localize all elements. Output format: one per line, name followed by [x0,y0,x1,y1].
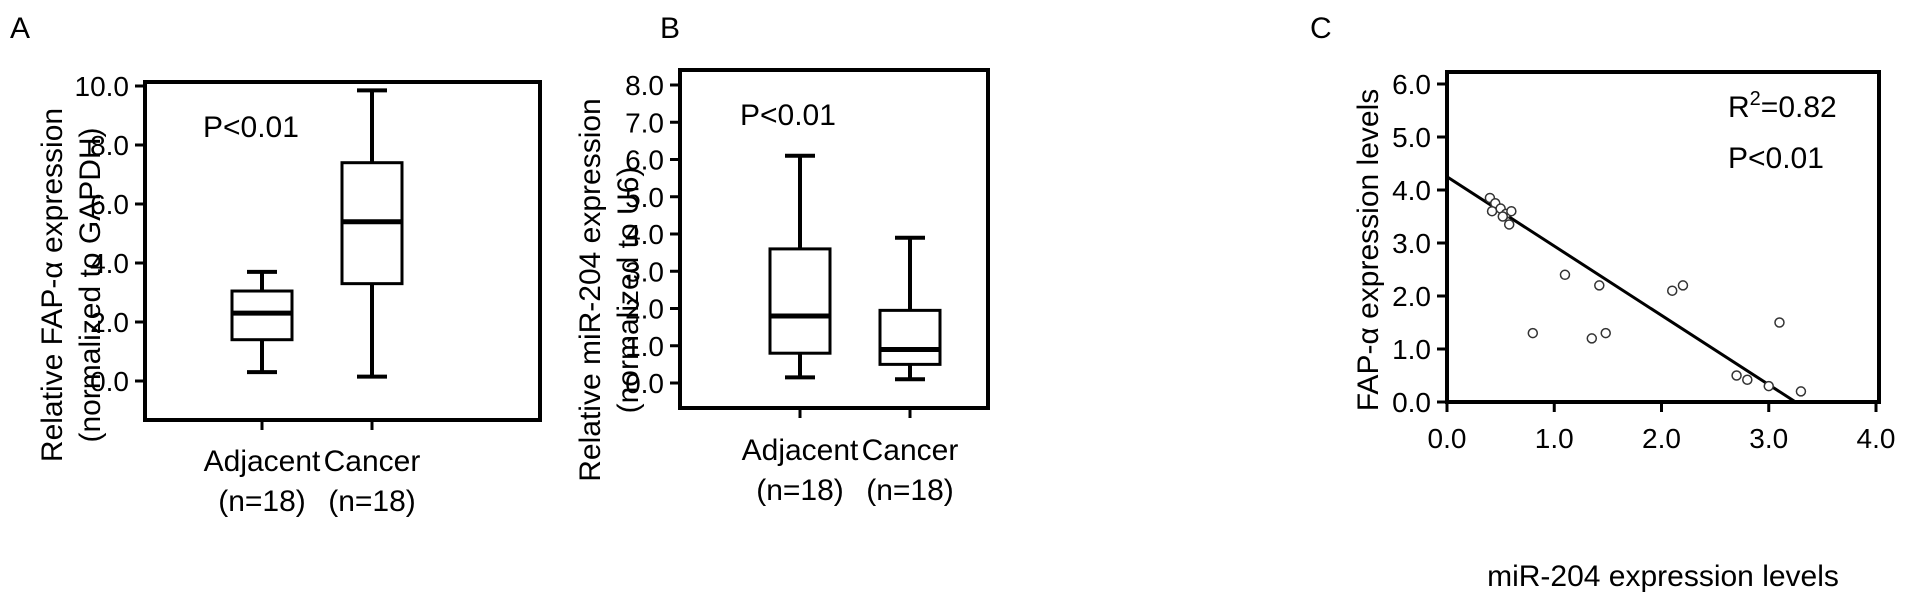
category-label: Adjacent [204,445,321,478]
x-tick-label: 3.0 [1749,423,1788,454]
x-tick-label: 1.0 [1535,423,1574,454]
y-tick-label: 4.0 [625,219,664,250]
y-tick-label: 7.0 [625,107,664,138]
panel-letter-c: C [1310,12,1332,45]
y-tick-label: 5.0 [625,182,664,213]
data-point [1486,205,1498,217]
y-tick-label: 0.0 [90,366,129,397]
panel-a-ylabel: Relative FAP-α expression [36,108,69,462]
panel-c-scatter: FAP-α expression levels miR-204 expressi… [1352,69,1895,593]
data-point [1742,374,1753,385]
panel-c-r-squared: R2=0.82 [1728,88,1837,124]
y-tick-label: 2.0 [1392,281,1431,312]
box-adjacent: Adjacent (n=18) [204,269,321,518]
data-point [1731,370,1742,381]
y-tick-label: 8.0 [90,130,129,161]
y-tick-label: 0.0 [625,368,664,399]
y-tick-label: 1.0 [1392,334,1431,365]
data-point [1795,386,1807,397]
y-tick-label: 3.0 [1392,228,1431,259]
x-tick-label: 0.0 [1428,423,1467,454]
category-label: Adjacent [742,434,859,467]
category-label: Cancer [324,445,421,478]
y-tick-label: 6.0 [625,145,664,176]
y-tick-label: 5.0 [1392,122,1431,153]
x-tick-label: 4.0 [1857,423,1896,454]
data-point [1763,380,1774,392]
data-point [1774,317,1785,328]
category-n-label: (n=18) [328,485,416,518]
iqr-box [768,247,832,355]
y-tick-label: 10.0 [75,71,130,102]
panel-b-boxplot: Relative miR-204 expression (normalized … [574,68,990,507]
panel-b-ylabel: Relative miR-204 expression [574,98,607,482]
panel-c-ylabel: FAP-α expression levels [1352,89,1385,411]
data-point [1666,285,1678,296]
data-point [1559,269,1571,281]
panel-a-frame [143,80,542,422]
data-point [1506,205,1517,217]
panel-a-p-value: P<0.01 [203,111,299,144]
x-tick-label: 2.0 [1642,423,1681,454]
panel-c-p-value: P<0.01 [1728,142,1824,175]
box-cancer: Cancer (n=18) [862,235,959,507]
y-tick-label: 2.0 [90,307,129,338]
y-tick-label: 4.0 [90,248,129,279]
panel-c-xlabel: miR-204 expression levels [1487,560,1839,593]
y-tick-label: 6.0 [1392,69,1431,100]
panel-b-ylabel-2: (normalized to U6) [612,167,645,414]
category-n-label: (n=18) [218,485,306,518]
panel-letter-b: B [660,12,680,45]
y-tick-label: 1.0 [625,331,664,362]
category-label: Cancer [862,434,959,467]
category-n-label: (n=18) [866,474,954,507]
y-tick-label: 3.0 [625,256,664,287]
y-tick-label: 6.0 [90,189,129,220]
panel-b-frame [678,68,990,410]
data-point [1600,327,1611,339]
data-point [1503,219,1515,230]
category-n-label: (n=18) [756,474,844,507]
panel-letter-a: A [10,12,30,45]
y-tick-label: 2.0 [625,294,664,325]
box-adjacent: Adjacent (n=18) [742,153,859,507]
panel-a-boxplot: Relative FAP-α expression (normalized to… [36,71,542,518]
iqr-box [878,308,942,366]
y-tick-label: 4.0 [1392,175,1431,206]
data-point [1586,333,1598,344]
y-tick-label: 0.0 [1392,387,1431,418]
panel-a-ylabel-2: (normalized to GAPDH) [74,127,107,442]
y-tick-label: 8.0 [625,70,664,101]
panel-b-p-value: P<0.01 [740,99,836,132]
box-cancer: Cancer (n=18) [324,88,421,518]
data-point [1594,280,1605,291]
data-point [1497,211,1509,222]
data-point [1677,280,1689,291]
data-point [1527,327,1539,339]
